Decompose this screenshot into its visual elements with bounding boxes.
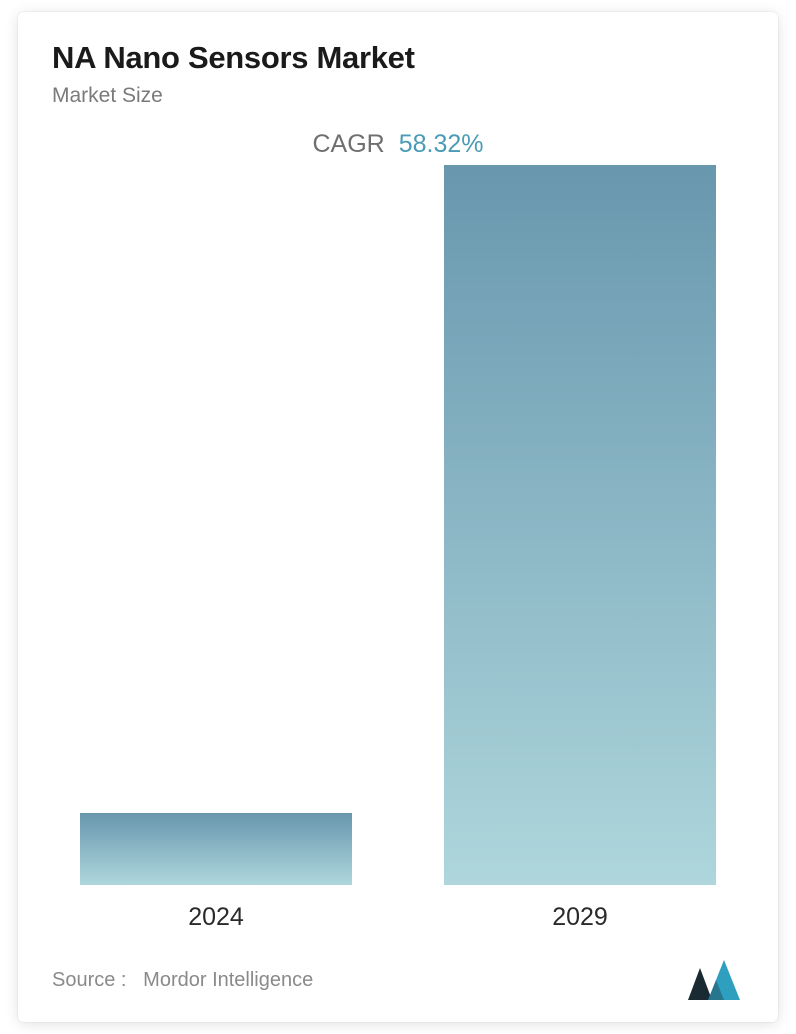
bar-2029 xyxy=(444,165,716,885)
chart-title: NA Nano Sensors Market xyxy=(52,40,744,76)
source-text: Source : Mordor Intelligence xyxy=(52,969,313,992)
cagr-row: CAGR 58.32% xyxy=(52,130,744,159)
bar-plot xyxy=(52,165,744,885)
cagr-label: CAGR xyxy=(312,130,384,158)
mordor-logo-icon xyxy=(688,960,744,1000)
chart-subtitle: Market Size xyxy=(52,84,744,108)
x-label-1: 2029 xyxy=(444,903,716,932)
source-name: Mordor Intelligence xyxy=(143,969,313,991)
source-prefix: Source : xyxy=(52,969,126,991)
chart-footer: Source : Mordor Intelligence xyxy=(52,960,744,1000)
chart-card: NA Nano Sensors Market Market Size CAGR 5… xyxy=(18,12,778,1022)
bar-2024 xyxy=(80,813,352,885)
cagr-value: 58.32% xyxy=(399,130,484,158)
x-axis-labels: 2024 2029 xyxy=(52,903,744,937)
x-label-0: 2024 xyxy=(80,903,352,932)
